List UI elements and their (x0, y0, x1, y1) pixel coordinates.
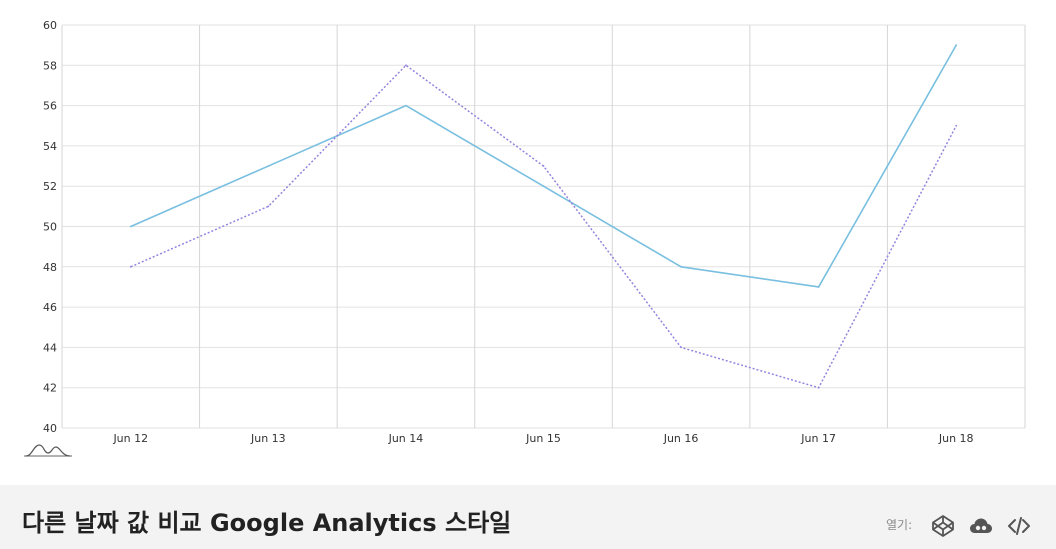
y-tick-label: 54 (43, 140, 57, 153)
open-label: 열기: (886, 518, 913, 532)
x-tick-label: Jun 18 (938, 432, 974, 445)
y-tick-label: 44 (43, 341, 57, 354)
footer-bar: 다른 날짜 값 비교 Google Analytics 스타일 열기: (0, 485, 1056, 549)
y-tick-label: 50 (43, 221, 57, 234)
y-tick-label: 56 (43, 100, 57, 113)
page-title: 다른 날짜 값 비교 Google Analytics 스타일 (22, 509, 512, 537)
x-tick-label: Jun 13 (250, 432, 286, 445)
x-axis-ticks: Jun 12 Jun 13 Jun 14 Jun 15 Jun 16 Jun 17 Jun … (112, 432, 973, 445)
series-point (955, 124, 958, 127)
series-point (955, 44, 958, 47)
codepen-icon[interactable] (931, 514, 955, 538)
series-point (129, 265, 132, 268)
code-icon[interactable] (1007, 514, 1031, 538)
chart-area: 40 42 44 46 48 50 52 54 56 58 60 Jun 12 Jun 13 Jun 1… (24, 19, 1026, 457)
x-tick-label: Jun 15 (525, 432, 561, 445)
series-point (405, 104, 407, 107)
series-point (817, 386, 820, 389)
series-point (267, 205, 270, 208)
chart-series (129, 44, 958, 389)
series-point (542, 165, 545, 167)
x-tick-label: Jun 16 (663, 432, 699, 445)
series-point (129, 225, 132, 228)
y-tick-label: 46 (43, 301, 57, 314)
series-point (680, 346, 682, 349)
series-point (680, 265, 682, 268)
y-tick-label: 48 (43, 261, 57, 274)
y-tick-label: 58 (43, 59, 57, 72)
x-tick-label: Jun 14 (388, 432, 424, 445)
series-point (542, 185, 545, 188)
y-tick-label: 60 (43, 19, 57, 32)
x-tick-label: Jun 12 (112, 432, 148, 445)
series-point (405, 64, 407, 67)
y-tick-label: 42 (43, 382, 57, 395)
cloud-icon[interactable] (969, 514, 993, 538)
x-tick-label: Jun 17 (800, 432, 836, 445)
y-axis-ticks: 40 42 44 46 48 50 52 54 56 58 60 (43, 19, 57, 435)
chart-logo-icon (24, 444, 72, 457)
series-point (267, 165, 270, 167)
series-point (817, 286, 820, 288)
chart-grid (61, 24, 1026, 429)
y-tick-label: 40 (43, 422, 57, 435)
y-tick-label: 52 (43, 180, 57, 193)
